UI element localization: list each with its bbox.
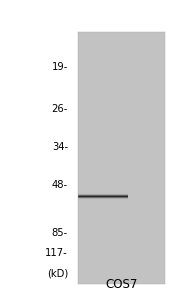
Text: 26-: 26-: [52, 104, 68, 115]
Text: 48-: 48-: [52, 179, 68, 190]
Text: 117-: 117-: [45, 248, 68, 259]
Text: (kD): (kD): [47, 268, 68, 278]
Text: 19-: 19-: [52, 62, 68, 73]
Text: 34-: 34-: [52, 142, 68, 152]
Text: 85-: 85-: [52, 227, 68, 238]
Text: COS7: COS7: [105, 278, 137, 291]
